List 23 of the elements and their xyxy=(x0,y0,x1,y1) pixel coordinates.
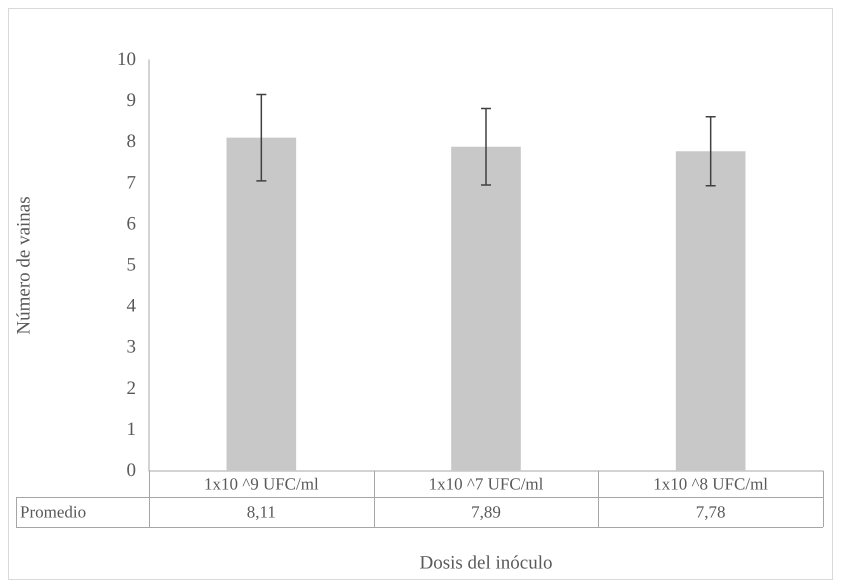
data-label: 7,89 xyxy=(471,502,501,522)
y-tick-label: 7 xyxy=(126,172,136,194)
y-tick-label: 5 xyxy=(126,254,136,276)
y-tick-label: 1 xyxy=(126,418,136,440)
text: Promedio xyxy=(20,502,86,522)
y-axis-title: Número de vainas xyxy=(13,196,34,335)
y-tick-label: 0 xyxy=(126,460,136,481)
y-tick-label: 8 xyxy=(126,131,136,152)
y-tick-label: 3 xyxy=(126,336,136,358)
bar xyxy=(676,151,746,471)
y-tick-label: 2 xyxy=(126,378,136,399)
y-tick-label: 10 xyxy=(117,48,136,70)
x-tick-label: 1x10 ^9 UFC/ml xyxy=(204,474,319,494)
y-tick-label: 6 xyxy=(126,213,136,234)
y-tick-label: 4 xyxy=(126,296,136,317)
x-tick-label: 1x10 ^7 UFC/ml xyxy=(428,474,544,494)
x-axis-title: Dosis del inóculo xyxy=(420,552,552,574)
x-tick-label: 1x10 ^8 UFC/ml xyxy=(653,474,768,494)
bar xyxy=(226,138,296,471)
bar xyxy=(451,146,521,471)
data-label: 8,11 xyxy=(246,502,276,522)
data-label: 7,78 xyxy=(696,502,726,522)
y-tick-label: 9 xyxy=(126,90,136,112)
